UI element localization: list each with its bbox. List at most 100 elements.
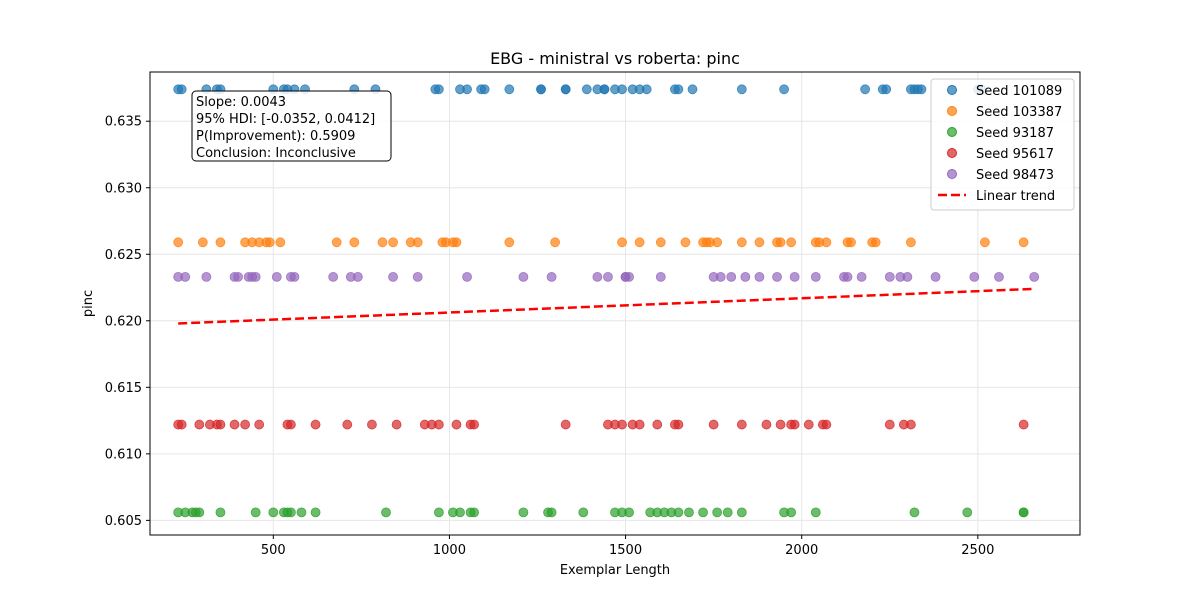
point-seed-93187 [296, 507, 307, 518]
x-tick-label: 1500 [609, 543, 642, 558]
point-seed-98473 [740, 271, 751, 282]
point-seed-93187 [698, 507, 708, 518]
point-seed-98473 [994, 271, 1004, 282]
point-seed-98473 [201, 271, 212, 282]
point-seed-103387 [655, 237, 666, 248]
x-tick-label: 2000 [785, 543, 818, 558]
point-seed-98473 [715, 271, 726, 282]
point-seed-98473 [884, 271, 895, 282]
point-seed-93187 [469, 507, 479, 518]
legend-label-seed-93187: Seed 93187 [976, 126, 1054, 141]
legend-marker-seed-103387 [947, 106, 957, 116]
point-seed-103387 [412, 237, 423, 248]
point-seed-93187 [286, 507, 296, 518]
point-seed-93187 [712, 507, 723, 518]
point-seed-98473 [180, 271, 191, 282]
point-seed-93187 [546, 507, 557, 518]
point-seed-98473 [412, 271, 423, 282]
x-tick-label: 1000 [433, 543, 466, 558]
point-seed-93187 [578, 507, 589, 518]
legend-marker-seed-101089 [947, 85, 957, 95]
point-seed-93187 [684, 507, 694, 518]
legend: Seed 101089 Seed 103387 Seed 93187 Seed … [930, 78, 1075, 211]
point-seed-95617 [617, 419, 627, 430]
point-seed-98473 [772, 271, 782, 282]
point-seed-93187 [215, 507, 226, 518]
point-seed-98473 [1029, 271, 1040, 282]
annotation-hdi: 95% HDI: [-0.0352, 0.0412] [196, 112, 375, 127]
point-seed-98473 [856, 271, 867, 282]
legend-label-seed-103387: Seed 103387 [976, 105, 1062, 120]
point-seed-103387 [215, 237, 226, 248]
point-seed-98473 [842, 271, 853, 282]
point-seed-101089 [536, 84, 546, 95]
point-seed-98473 [603, 271, 613, 282]
point-seed-93187 [268, 507, 279, 518]
point-seed-103387 [846, 237, 856, 248]
point-seed-103387 [821, 237, 832, 248]
point-seed-95617 [433, 419, 444, 430]
point-seed-101089 [560, 84, 571, 95]
point-seed-93187 [194, 507, 205, 518]
point-seed-98473 [902, 271, 913, 282]
point-seed-103387 [264, 237, 275, 248]
y-axis-label: pinc [81, 290, 96, 317]
point-seed-95617 [652, 419, 663, 430]
point-seed-93187 [786, 507, 797, 518]
point-seed-98473 [518, 271, 529, 282]
point-seed-95617 [310, 419, 321, 430]
point-seed-101089 [479, 84, 490, 95]
point-seed-95617 [884, 419, 895, 430]
point-seed-95617 [821, 419, 832, 430]
point-seed-95617 [761, 419, 772, 430]
point-seed-103387 [786, 237, 797, 248]
point-seed-98473 [726, 271, 737, 282]
point-seed-93187 [962, 507, 973, 518]
y-tick-label: 0.610 [105, 447, 142, 462]
point-seed-95617 [1018, 419, 1029, 430]
point-seed-103387 [870, 237, 881, 248]
plot-frame [149, 71, 1081, 536]
point-seed-103387 [550, 237, 561, 248]
point-seed-101089 [641, 84, 652, 95]
point-seed-93187 [1018, 507, 1029, 518]
point-seed-103387 [388, 237, 398, 248]
point-seed-101089 [433, 84, 444, 95]
point-seed-95617 [367, 419, 377, 430]
point-seed-98473 [462, 271, 472, 282]
point-seed-98473 [624, 271, 634, 282]
point-seed-101089 [581, 84, 592, 95]
point-seed-98473 [592, 271, 603, 282]
legend-marker-seed-93187 [947, 127, 957, 137]
point-seed-95617 [673, 419, 684, 430]
point-seed-95617 [286, 419, 296, 430]
point-seed-95617 [803, 419, 814, 430]
point-seed-103387 [979, 237, 990, 248]
point-seed-103387 [634, 237, 645, 248]
y-tick-label: 0.630 [105, 181, 142, 196]
point-seed-103387 [712, 237, 723, 248]
point-seed-95617 [906, 419, 916, 430]
point-seed-98473 [810, 271, 821, 282]
point-seed-103387 [775, 237, 786, 248]
legend-box [930, 78, 1075, 211]
axis-ticks: 500 1000 1500 2000 2500 0.605 0.610 0.615 0.620 0… [105, 115, 995, 558]
point-seed-101089 [687, 84, 698, 95]
point-seed-103387 [736, 237, 747, 248]
point-seed-95617 [775, 419, 786, 430]
point-seed-93187 [455, 507, 465, 518]
point-seed-93187 [381, 507, 391, 518]
point-seed-98473 [328, 271, 339, 282]
point-seed-103387 [451, 237, 462, 248]
point-seed-95617 [469, 419, 479, 430]
point-seed-93187 [518, 507, 529, 518]
point-seed-95617 [229, 419, 240, 430]
point-seed-103387 [680, 237, 691, 248]
point-seed-98473 [969, 271, 980, 282]
point-seed-95617 [634, 419, 645, 430]
point-seed-98473 [546, 271, 557, 282]
point-seed-95617 [736, 419, 747, 430]
y-tick-label: 0.635 [105, 115, 142, 130]
legend-label-seed-101089: Seed 101089 [976, 84, 1062, 99]
